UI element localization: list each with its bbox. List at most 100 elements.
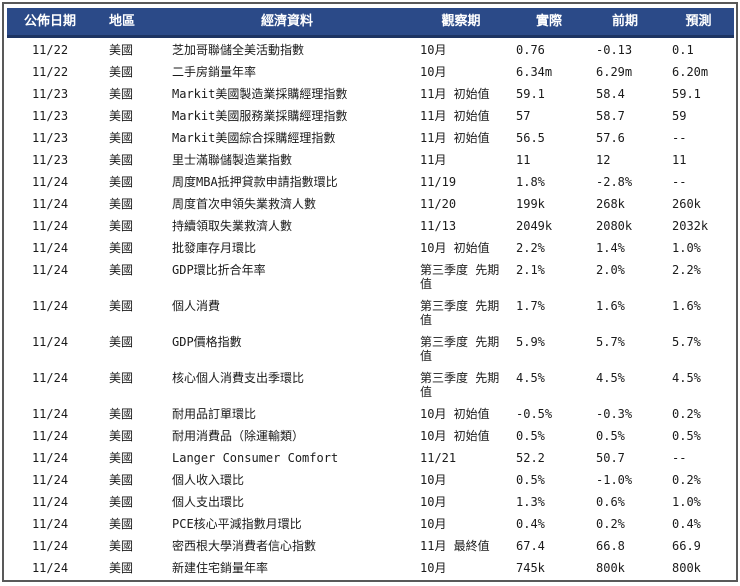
column-header-actual: 實際	[535, 13, 562, 29]
cell-publish-date: 11/24	[31, 197, 69, 211]
cell-period: 第三季度 先期值	[420, 299, 500, 327]
column-header-indicator: 經濟資料	[260, 13, 313, 29]
cell-indicator: 周度MBA抵押貸款申請指數環比	[172, 175, 338, 189]
column-header-prior: 前期	[611, 13, 638, 29]
cell-publish-date: 11/24	[31, 451, 69, 465]
cell-prior: 2.0%	[596, 263, 625, 277]
cell-period: 第三季度 先期值	[420, 263, 500, 291]
cell-forecast: 2.2%	[672, 263, 701, 277]
table-row: 11/22 美國 二手房銷量年率 10月 6.34m 6.29m 6.20m	[7, 60, 734, 82]
cell-region: 美國	[109, 241, 134, 255]
table-row: 11/24 美國 個人支出環比 10月 1.3% 0.6% 1.0%	[7, 490, 734, 512]
cell-prior: 1.6%	[596, 299, 625, 313]
cell-actual: 1.3%	[516, 495, 545, 509]
cell-actual: 0.5%	[516, 473, 545, 487]
cell-forecast: 4.5%	[672, 371, 701, 385]
cell-forecast: 0.1	[672, 43, 694, 57]
cell-region: 美國	[109, 429, 134, 443]
cell-publish-date: 11/23	[31, 131, 69, 145]
cell-publish-date: 11/24	[31, 429, 69, 443]
cell-publish-date: 11/24	[31, 473, 69, 487]
cell-indicator: Markit美國製造業採購經理指數	[172, 87, 348, 101]
cell-indicator: Markit美國綜合採購經理指數	[172, 131, 336, 145]
cell-prior: 4.5%	[596, 371, 625, 385]
cell-region: 美國	[109, 371, 134, 385]
cell-publish-date: 11/24	[31, 219, 69, 233]
cell-actual: 2.2%	[516, 241, 545, 255]
column-header-publish-date: 公佈日期	[23, 13, 76, 29]
cell-prior: 0.2%	[596, 517, 625, 531]
cell-indicator: 二手房銷量年率	[172, 65, 257, 79]
cell-indicator: Langer Consumer Comfort	[172, 451, 339, 465]
cell-prior: 0.5%	[596, 429, 625, 443]
cell-period: 11月 初始值	[420, 109, 490, 123]
cell-region: 美國	[109, 451, 134, 465]
cell-actual: 57	[516, 109, 531, 123]
cell-publish-date: 11/23	[31, 109, 69, 123]
cell-prior: -0.3%	[596, 407, 633, 421]
cell-actual: 0.76	[516, 43, 545, 57]
cell-indicator: 耐用消費品（除運輸類）	[172, 429, 305, 443]
table-row: 11/24 美國 個人收入環比 10月 0.5% -1.0% 0.2%	[7, 468, 734, 490]
cell-publish-date: 11/24	[31, 495, 69, 509]
cell-actual: 6.34m	[516, 65, 553, 79]
cell-prior: 0.6%	[596, 495, 625, 509]
cell-actual: 745k	[516, 561, 545, 575]
cell-region: 美國	[109, 175, 134, 189]
cell-period: 10月 初始值	[420, 241, 490, 255]
cell-forecast: 260k	[672, 197, 701, 211]
table-row: 11/24 美國 批發庫存月環比 10月 初始值 2.2% 1.4% 1.0%	[7, 236, 734, 258]
cell-actual: 0.5%	[516, 429, 545, 443]
cell-period: 11/21	[420, 451, 457, 465]
table-row: 11/24 美國 GDP價格指數 第三季度 先期值 5.9% 5.7% 5.7%	[7, 330, 734, 366]
table-row: 11/23 美國 Markit美國綜合採購經理指數 11月 初始值 56.5 5…	[7, 126, 734, 148]
table-row: 11/24 美國 耐用消費品（除運輸類） 10月 初始值 0.5% 0.5% 0…	[7, 424, 734, 446]
cell-publish-date: 11/24	[31, 561, 69, 575]
cell-actual: -0.5%	[516, 407, 553, 421]
cell-forecast: 0.5%	[672, 429, 701, 443]
cell-indicator: GDP價格指數	[172, 335, 242, 349]
cell-region: 美國	[109, 87, 134, 101]
cell-forecast: --	[672, 175, 687, 189]
cell-forecast: 1.6%	[672, 299, 701, 313]
cell-prior: -0.13	[596, 43, 633, 57]
cell-forecast: 2032k	[672, 219, 709, 233]
cell-prior: 268k	[596, 197, 625, 211]
cell-prior: 57.6	[596, 131, 625, 145]
table-row: 11/24 美國 個人消費 第三季度 先期值 1.7% 1.6% 1.6%	[7, 294, 734, 330]
cell-forecast: 800k	[672, 561, 701, 575]
cell-actual: 0.4%	[516, 517, 545, 531]
cell-period: 11月	[420, 153, 447, 167]
cell-forecast: 0.2%	[672, 473, 701, 487]
cell-actual: 67.4	[516, 539, 545, 553]
table-row: 11/24 美國 PCE核心平減指數月環比 10月 0.4% 0.2% 0.4%	[7, 512, 734, 534]
cell-indicator: 持續領取失業救濟人數	[172, 219, 293, 233]
cell-region: 美國	[109, 109, 134, 123]
cell-forecast: --	[672, 451, 687, 465]
cell-period: 10月	[420, 495, 447, 509]
cell-actual: 2049k	[516, 219, 553, 233]
cell-forecast: 1.0%	[672, 241, 701, 255]
cell-indicator: 密西根大學消費者信心指數	[172, 539, 317, 553]
cell-forecast: 5.7%	[672, 335, 701, 349]
cell-forecast: 6.20m	[672, 65, 709, 79]
table-row: 11/24 美國 周度MBA抵押貸款申請指數環比 11/19 1.8% -2.8…	[7, 170, 734, 192]
cell-forecast: 66.9	[672, 539, 701, 553]
cell-prior: 1.4%	[596, 241, 625, 255]
cell-publish-date: 11/24	[31, 175, 69, 189]
cell-indicator: 核心個人消費支出季環比	[172, 371, 305, 385]
cell-region: 美國	[109, 43, 134, 57]
cell-indicator: 里士滿聯儲製造業指數	[172, 153, 293, 167]
cell-region: 美國	[109, 219, 134, 233]
cell-publish-date: 11/24	[31, 241, 69, 255]
cell-region: 美國	[109, 131, 134, 145]
cell-prior: -2.8%	[596, 175, 633, 189]
cell-period: 11/19	[420, 175, 457, 189]
cell-publish-date: 11/24	[31, 263, 69, 277]
table-row: 11/24 美國 密西根大學消費者信心指數 11月 最終值 67.4 66.8 …	[7, 534, 734, 556]
cell-region: 美國	[109, 561, 134, 575]
cell-region: 美國	[109, 197, 134, 211]
table-row: 11/24 美國 耐用品訂單環比 10月 初始值 -0.5% -0.3% 0.2…	[7, 402, 734, 424]
cell-region: 美國	[109, 153, 134, 167]
column-header-period: 觀察期	[441, 13, 481, 29]
